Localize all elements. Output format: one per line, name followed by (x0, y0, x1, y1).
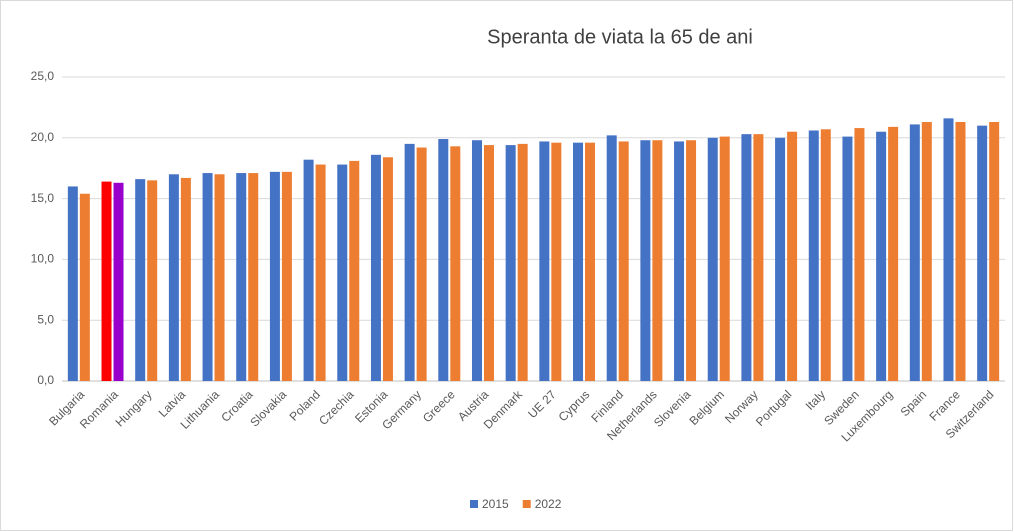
bar (438, 139, 449, 381)
bar (337, 164, 348, 381)
bar (67, 186, 78, 381)
bar (989, 121, 1000, 381)
bar (842, 136, 853, 381)
bar (606, 135, 617, 381)
bar (876, 131, 887, 381)
bar (707, 137, 718, 381)
bar (640, 140, 651, 381)
y-tick-label: 0,0 (37, 373, 54, 387)
legend-swatch (470, 500, 478, 508)
bar (854, 128, 865, 381)
bar (955, 121, 966, 381)
y-tick-label: 10,0 (31, 252, 55, 266)
y-tick-label: 20,0 (31, 130, 55, 144)
bar (404, 143, 415, 381)
bar (551, 142, 562, 381)
bar (888, 126, 899, 381)
bar (652, 140, 663, 381)
bar (517, 143, 528, 381)
bar (113, 182, 124, 381)
bar (269, 171, 280, 381)
bar (202, 173, 213, 381)
bar (471, 140, 482, 381)
legend-label: 2022 (535, 497, 562, 511)
bar (909, 124, 920, 381)
bar (808, 130, 819, 381)
bar (101, 181, 112, 381)
bar (741, 134, 752, 381)
bar (416, 147, 427, 381)
bar (214, 174, 225, 381)
y-tick-label: 15,0 (31, 191, 55, 205)
bar (168, 174, 179, 381)
bar (573, 142, 584, 381)
bar (618, 141, 629, 381)
bar (236, 173, 247, 381)
bar (382, 157, 393, 381)
bar (281, 171, 292, 381)
bar (719, 136, 730, 381)
bar (79, 193, 90, 381)
bar (248, 173, 259, 381)
bar (977, 125, 988, 381)
bar (820, 129, 831, 381)
bar (921, 121, 932, 381)
bar (943, 118, 954, 382)
bar (180, 177, 191, 381)
bar (135, 179, 146, 381)
bar (505, 145, 516, 381)
bar (585, 142, 596, 381)
chart-title: Speranta de viata la 65 de ani (487, 26, 753, 48)
bar (315, 164, 326, 381)
bar (539, 141, 550, 381)
legend-label: 2015 (482, 497, 509, 511)
bar (450, 146, 461, 381)
bar (753, 134, 764, 381)
bar (787, 131, 798, 381)
bar (349, 160, 360, 381)
bar (147, 180, 158, 381)
y-tick-label: 5,0 (37, 312, 54, 326)
bar (674, 141, 685, 381)
bar (775, 137, 786, 381)
bar (303, 159, 314, 381)
legend-swatch (522, 500, 531, 508)
bar (370, 154, 381, 381)
y-tick-label: 25,0 (31, 69, 55, 83)
bar (686, 140, 697, 381)
bar (483, 145, 494, 381)
